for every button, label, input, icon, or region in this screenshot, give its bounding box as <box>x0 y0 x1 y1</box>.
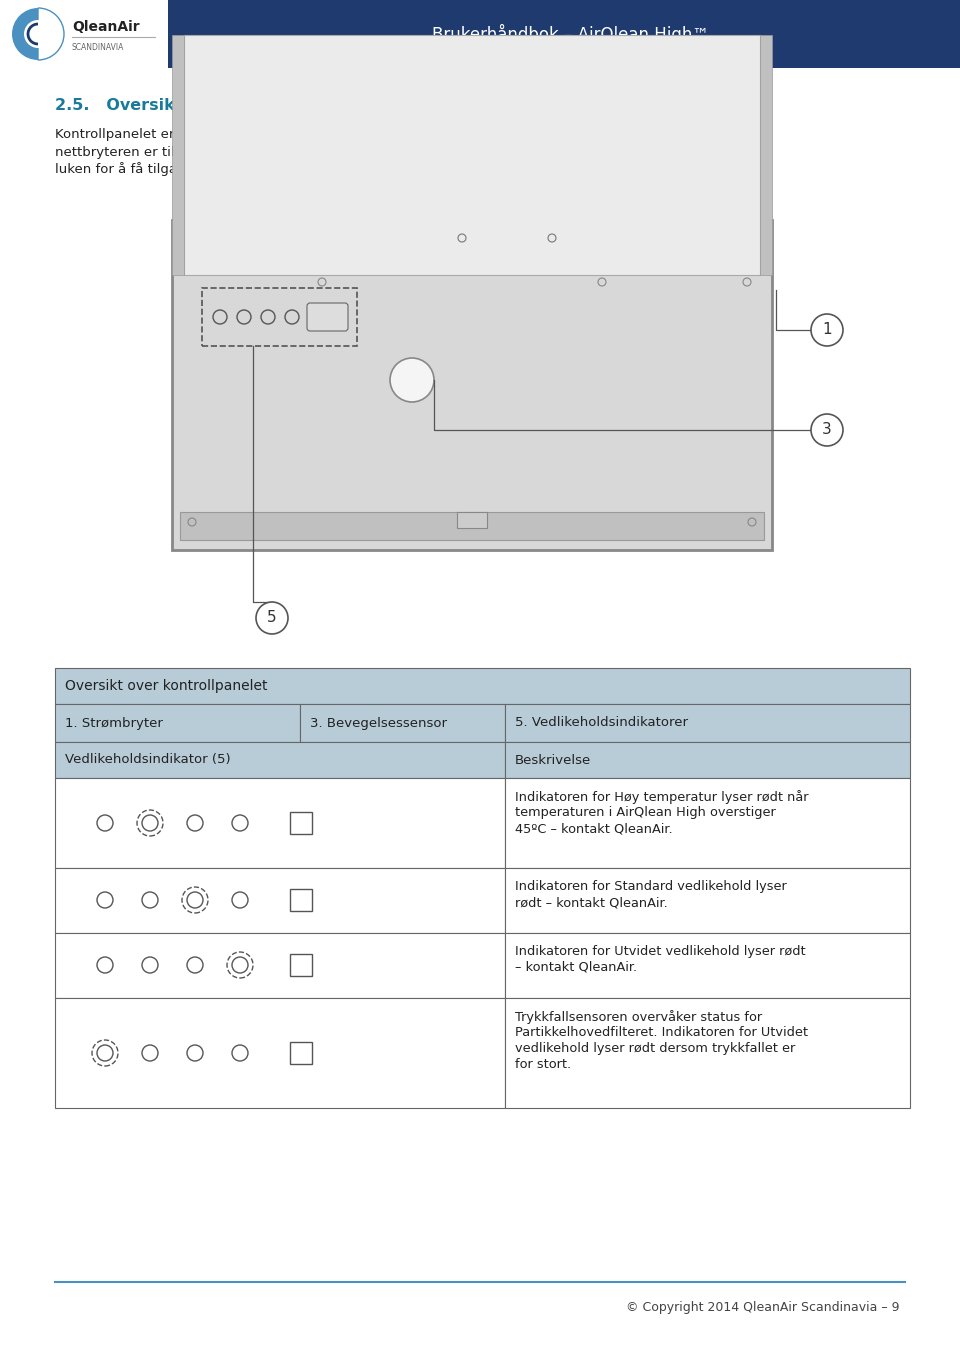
Text: 1. Strømbryter: 1. Strømbryter <box>65 717 163 729</box>
FancyBboxPatch shape <box>184 35 760 275</box>
FancyBboxPatch shape <box>55 998 505 1108</box>
Text: Indikatoren for Standard vedlikehold lyser: Indikatoren for Standard vedlikehold lys… <box>515 880 787 892</box>
FancyBboxPatch shape <box>290 1042 312 1064</box>
FancyBboxPatch shape <box>55 868 505 933</box>
FancyBboxPatch shape <box>55 743 505 778</box>
Text: SCANDINAVIA: SCANDINAVIA <box>72 42 125 51</box>
Text: Kontrollpanelet er plassert innenfor vedlikeholdsluken. Vedlikeholdsindikatorene: Kontrollpanelet er plassert innenfor ved… <box>55 128 612 140</box>
Text: 5: 5 <box>267 610 276 625</box>
FancyBboxPatch shape <box>168 0 960 68</box>
FancyBboxPatch shape <box>505 743 910 778</box>
FancyBboxPatch shape <box>290 811 312 834</box>
FancyBboxPatch shape <box>180 224 764 232</box>
Text: Oversikt over kontrollpanelet: Oversikt over kontrollpanelet <box>65 679 268 693</box>
FancyBboxPatch shape <box>307 302 348 331</box>
Text: for stort.: for stort. <box>515 1058 571 1071</box>
Text: rødt – kontakt QleanAir.: rødt – kontakt QleanAir. <box>515 896 668 909</box>
Text: Indikatoren for Høy temperatur lyser rødt når: Indikatoren for Høy temperatur lyser rød… <box>515 790 808 805</box>
Circle shape <box>811 414 843 446</box>
FancyBboxPatch shape <box>0 0 168 68</box>
Circle shape <box>811 315 843 346</box>
FancyBboxPatch shape <box>760 35 772 275</box>
Wedge shape <box>38 8 64 59</box>
Text: 45ºC – kontakt QleanAir.: 45ºC – kontakt QleanAir. <box>515 822 673 836</box>
Text: nettbryteren er tilgjengelige både når vedlikeholdsluken er åpen og lukket. Du m: nettbryteren er tilgjengelige både når v… <box>55 144 644 159</box>
FancyBboxPatch shape <box>180 512 764 540</box>
FancyBboxPatch shape <box>55 703 300 742</box>
Text: Partikkelhovedfilteret. Indikatoren for Utvidet: Partikkelhovedfilteret. Indikatoren for … <box>515 1026 808 1040</box>
FancyBboxPatch shape <box>290 890 312 911</box>
Text: Trykkfallsensoren overvåker status for: Trykkfallsensoren overvåker status for <box>515 1010 762 1023</box>
FancyBboxPatch shape <box>505 868 910 933</box>
Text: Beskrivelse: Beskrivelse <box>515 753 591 767</box>
Text: Vedlikeholdsindikator (5): Vedlikeholdsindikator (5) <box>65 753 230 767</box>
FancyBboxPatch shape <box>505 778 910 868</box>
Circle shape <box>24 20 52 49</box>
FancyBboxPatch shape <box>180 228 764 250</box>
FancyBboxPatch shape <box>505 933 910 998</box>
FancyBboxPatch shape <box>55 778 505 868</box>
Circle shape <box>390 358 434 402</box>
Text: 2.5.   Oversikt over kontrollpanelet: 2.5. Oversikt over kontrollpanelet <box>55 99 373 113</box>
FancyBboxPatch shape <box>172 220 772 549</box>
Text: 1: 1 <box>822 323 831 338</box>
FancyBboxPatch shape <box>172 35 184 275</box>
Text: 3. Bevegelsessensor: 3. Bevegelsessensor <box>310 717 447 729</box>
Wedge shape <box>12 8 38 59</box>
Text: temperaturen i AirQlean High overstiger: temperaturen i AirQlean High overstiger <box>515 806 776 819</box>
Text: 5. Vedlikeholdsindikatorer: 5. Vedlikeholdsindikatorer <box>515 717 688 729</box>
Text: QleanAir: QleanAir <box>72 20 139 34</box>
FancyBboxPatch shape <box>290 954 312 976</box>
FancyBboxPatch shape <box>55 933 505 998</box>
FancyBboxPatch shape <box>300 703 505 742</box>
Text: Indikatoren for Utvidet vedlikehold lyser rødt: Indikatoren for Utvidet vedlikehold lyse… <box>515 945 805 958</box>
FancyBboxPatch shape <box>505 703 910 742</box>
FancyBboxPatch shape <box>55 668 910 703</box>
Text: – kontakt QleanAir.: – kontakt QleanAir. <box>515 961 637 973</box>
Text: 3: 3 <box>822 423 832 437</box>
Text: luken for å få tilgang til de andre kontrollene.: luken for å få tilgang til de andre kont… <box>55 162 358 176</box>
FancyBboxPatch shape <box>505 998 910 1108</box>
Text: Brukerhåndbok – AirQlean High™: Brukerhåndbok – AirQlean High™ <box>431 24 708 45</box>
Text: vedlikehold lyser rødt dersom trykkfallet er: vedlikehold lyser rødt dersom trykkfalle… <box>515 1042 795 1054</box>
Text: © Copyright 2014 QleanAir Scandinavia – 9: © Copyright 2014 QleanAir Scandinavia – … <box>627 1301 900 1315</box>
Circle shape <box>256 602 288 634</box>
FancyBboxPatch shape <box>457 512 487 528</box>
